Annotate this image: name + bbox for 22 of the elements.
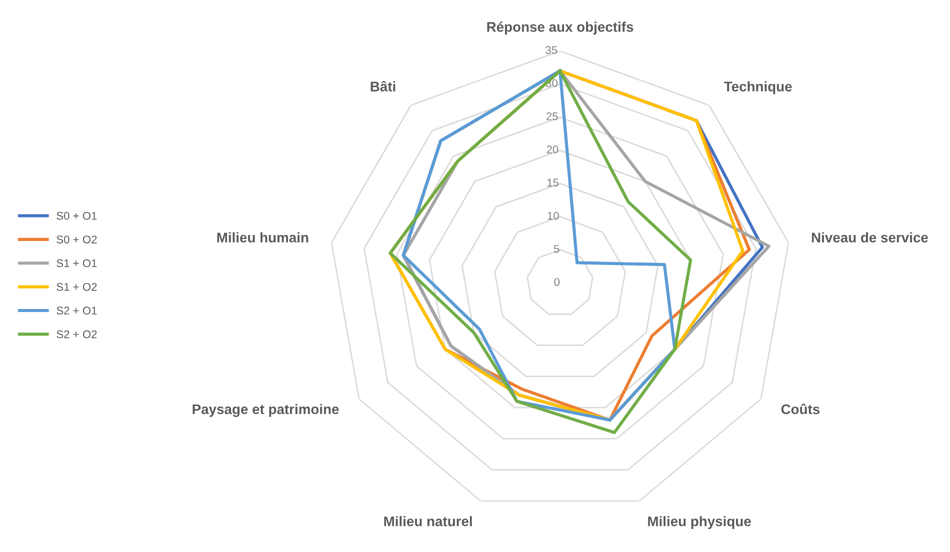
legend-label: S2 + O2 bbox=[56, 330, 97, 338]
y-tick-label: 10 bbox=[548, 212, 559, 220]
legend-label: S1 + O1 bbox=[56, 259, 97, 268]
legend-label: S0 + O1 bbox=[56, 212, 97, 220]
spoke-label: Technique bbox=[724, 81, 792, 94]
spoke-label: Milieu naturel bbox=[384, 516, 472, 526]
spoke-label: Milieu physique bbox=[648, 516, 751, 530]
y-tick-label: 5 bbox=[554, 245, 560, 253]
legend-label: S0 + O2 bbox=[56, 236, 97, 244]
y-tick-label: 35 bbox=[546, 46, 558, 54]
y-tick-label: 15 bbox=[547, 178, 558, 187]
spoke-label: Milieu humain bbox=[217, 232, 308, 242]
spoke-label: Niveau de service bbox=[812, 232, 928, 242]
legend-label: S1 + O2 bbox=[56, 282, 97, 291]
spoke-label: Bâti bbox=[370, 80, 396, 92]
y-tick-label: 20 bbox=[546, 146, 558, 154]
spoke-label: Réponse aux objectifs bbox=[487, 22, 634, 35]
y-tick-label: 25 bbox=[546, 112, 558, 120]
y-tick-label: 0 bbox=[554, 278, 560, 286]
legend-label: S2 + O1 bbox=[56, 306, 97, 315]
spoke-label: Coûts bbox=[781, 404, 820, 414]
spoke-label: Paysage et patrimoine bbox=[192, 404, 339, 417]
